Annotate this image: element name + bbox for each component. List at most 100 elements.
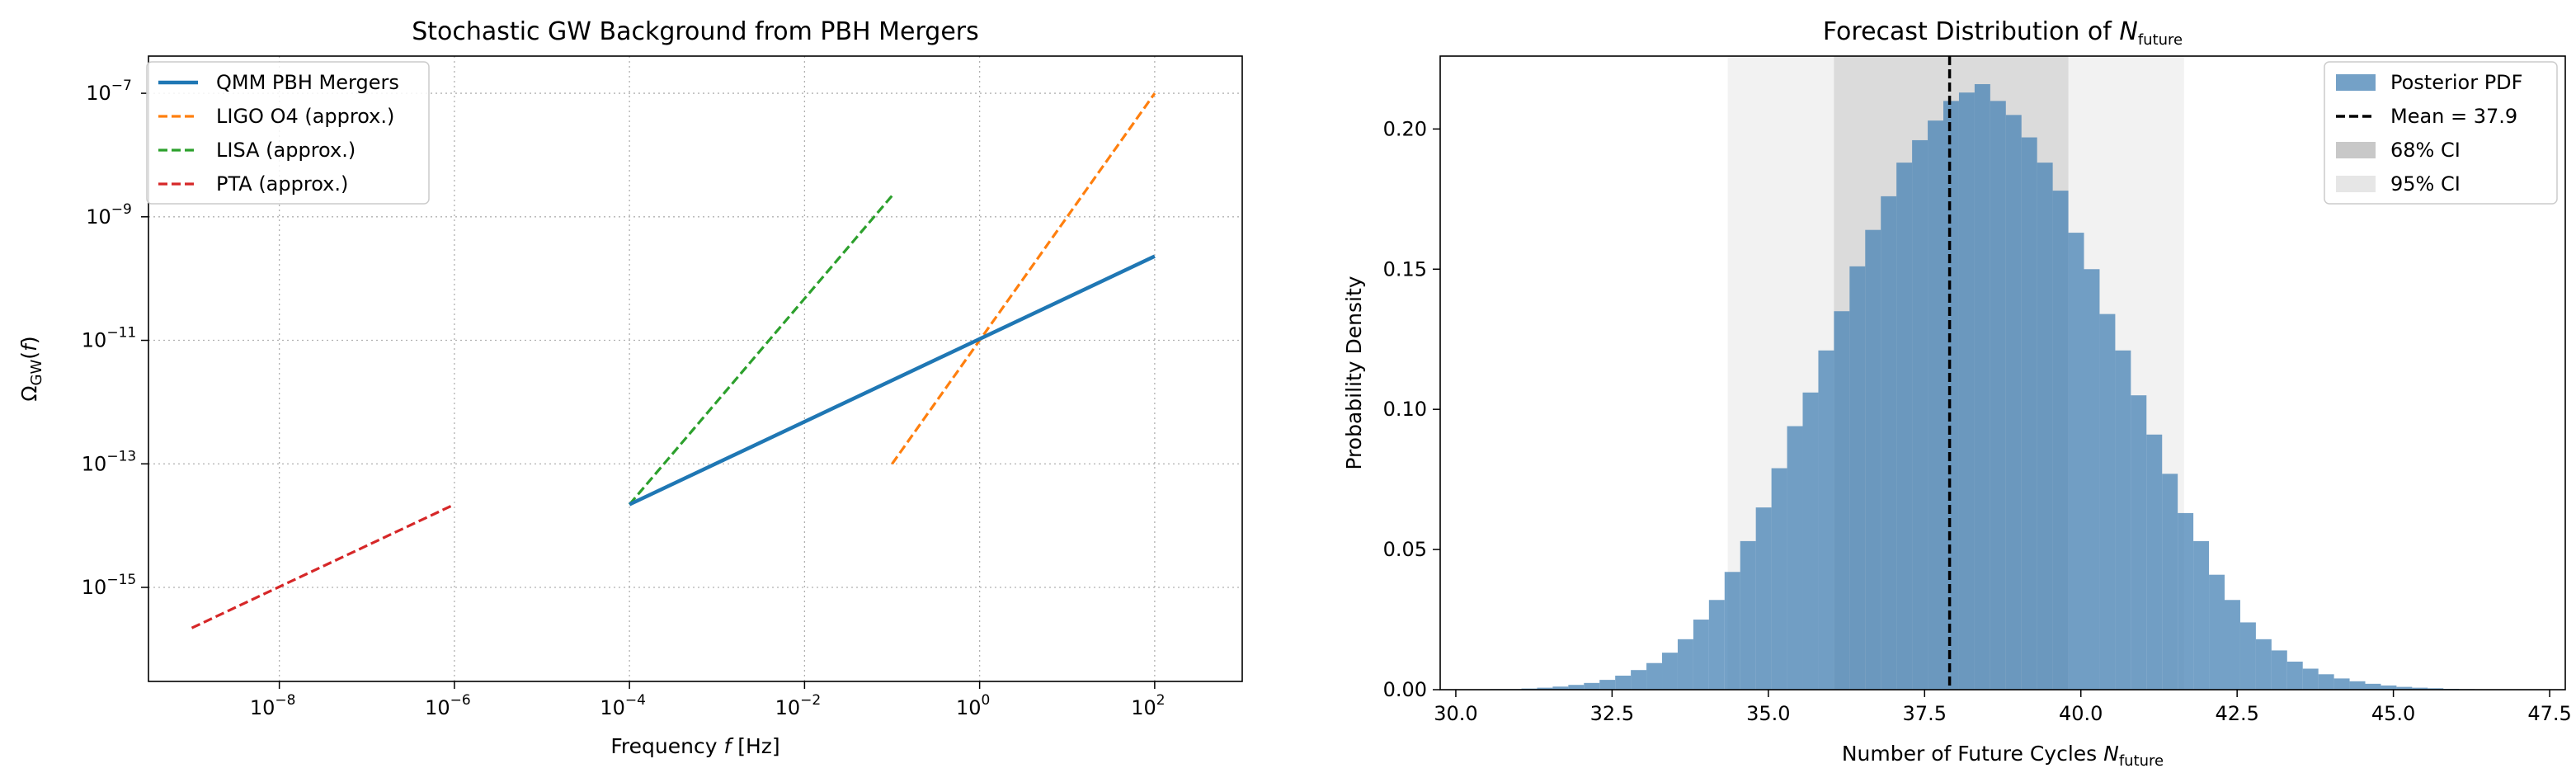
gw-legend-label: QMM PBH Mergers	[216, 71, 399, 94]
gw-series-line	[891, 92, 1156, 465]
gw-title: Stochastic GW Background from PBH Merger…	[412, 17, 979, 46]
histogram-bar	[2302, 668, 2319, 690]
forecast-legend-swatch	[2336, 142, 2376, 158]
gw-y-ticks: 10−15 10−13 10−11 10−9 10−7	[82, 78, 148, 599]
histogram-bar	[1958, 92, 1975, 691]
gw-series	[191, 92, 1156, 629]
gw-series-line	[191, 503, 455, 629]
histogram-bar	[1834, 311, 1850, 690]
forecast-y-label: Probability Density	[1342, 276, 1366, 469]
histogram-bar	[2428, 688, 2444, 690]
gw-x-tick-label: 100	[956, 692, 990, 719]
histogram-bar	[2052, 191, 2069, 690]
gw-x-tick-label: 10−2	[775, 692, 822, 719]
histogram-bar	[1568, 685, 1585, 690]
histogram-bar	[2349, 681, 2366, 690]
forecast-y-tick-label: 0.20	[1383, 117, 1427, 140]
forecast-x-tick-label: 40.0	[2059, 702, 2103, 725]
forecast-y-ticks: 0.00 0.05 0.10 0.15 0.20	[1383, 117, 1440, 701]
histogram-bar	[1990, 101, 2006, 691]
histogram-bar	[1662, 653, 1678, 690]
histogram-bar	[2209, 574, 2225, 690]
histogram-bar	[1787, 426, 1803, 690]
histogram-bar	[2255, 639, 2272, 690]
gw-legend-label: LIGO O4 (approx.)	[216, 105, 394, 128]
gw-x-tick-label: 10−4	[600, 692, 646, 719]
histogram-bar	[2021, 137, 2037, 691]
histogram-bar	[2005, 115, 2022, 691]
histogram-bar	[1865, 229, 1881, 690]
forecast-x-ticks: 30.0 32.5 35.0 37.5 40.0 42.5 45.0 47.5	[1434, 690, 2572, 725]
histogram-bar	[1802, 392, 1819, 690]
histogram-bar	[2068, 233, 2084, 691]
gw-y-label: ΩGW(f)	[17, 336, 45, 401]
gw-legend-box	[146, 61, 430, 205]
forecast-chart: 30.0 32.5 35.0 37.5 40.0 42.5 45.0 47.5 0.000.0…	[1342, 17, 2572, 770]
gw-series-line	[629, 254, 1156, 507]
gw-legend-label: PTA (approx.)	[216, 172, 348, 196]
gw-y-tick-label: 10−9	[86, 201, 132, 229]
forecast-x-tick-label: 37.5	[1903, 702, 1947, 725]
forecast-x-tick-label: 30.0	[1434, 702, 1477, 725]
forecast-legend-box	[2324, 61, 2558, 205]
histogram-bar	[2318, 674, 2334, 690]
forecast-legend-label: Mean = 37.9	[2390, 105, 2517, 128]
histogram-bar	[2286, 662, 2303, 690]
gw-x-label: Frequency f [Hz]	[610, 734, 779, 758]
gw-x-tick-label: 10−6	[425, 692, 471, 719]
histogram-bar	[2178, 512, 2194, 690]
histogram-bar	[1599, 680, 1616, 690]
gw-legend: QMM PBH Mergers LIGO O4 (approx.) LISA (ap…	[146, 61, 430, 205]
histogram-bar	[1740, 540, 1756, 690]
forecast-axes-frame	[1439, 55, 2566, 691]
gw-x-tick-label: 10−8	[250, 692, 296, 719]
forecast-x-tick-label: 47.5	[2527, 702, 2571, 725]
histogram-bar	[1584, 682, 1600, 690]
histogram-bar	[2365, 683, 2381, 690]
histogram-bar	[1755, 507, 1772, 690]
histogram-bar	[1677, 639, 1693, 690]
forecast-x-tick-label: 35.0	[1746, 702, 1790, 725]
histogram-bar	[1537, 687, 1553, 690]
histogram-bar	[2239, 622, 2256, 690]
forecast-x-tick-label: 32.5	[1590, 702, 1634, 725]
histogram-bar	[2193, 540, 2210, 690]
histogram-bar	[1631, 670, 1647, 690]
gw-axes-frame	[148, 55, 1243, 682]
histogram-bar	[1849, 266, 1866, 690]
gw-series-line	[628, 195, 893, 506]
histogram-bar	[2084, 269, 2100, 690]
forecast-x-tick-label: 45.0	[2371, 702, 2415, 725]
gw-grid	[148, 56, 1242, 681]
gw-y-tick-label: 10−13	[82, 448, 136, 475]
histogram-bar	[2162, 474, 2178, 690]
forecast-title: Forecast Distribution of Nfuture	[1823, 17, 2183, 49]
histogram-bar	[1928, 120, 1944, 690]
histogram-bar	[1552, 686, 1569, 690]
forecast-histogram	[1490, 83, 2507, 691]
forecast-legend: Posterior PDF Mean = 37.9 68% CI 95% CI	[2324, 61, 2558, 205]
gw-x-ticks: 10−8 10−6 10−4 10−2 100 102	[250, 681, 1166, 719]
histogram-bar	[2099, 313, 2116, 690]
histogram-bar	[1724, 572, 1740, 690]
forecast-x-label: Number of Future Cycles Nfuture	[1842, 742, 2164, 770]
forecast-legend-label: Posterior PDF	[2390, 71, 2522, 94]
histogram-bar	[1818, 350, 1834, 690]
histogram-bar	[2131, 395, 2147, 690]
gw-chart: 10−8 10−6 10−4 10−2 100 102 10−1510−1310−1110…	[17, 17, 1243, 758]
histogram-bar	[1708, 600, 1725, 690]
histogram-bar	[1943, 101, 1959, 691]
forecast-y-tick-label: 0.00	[1383, 678, 1427, 701]
histogram-bar	[2333, 678, 2350, 690]
forecast-legend-label: 68% CI	[2390, 139, 2461, 162]
gw-legend-label: LISA (approx.)	[216, 139, 356, 162]
histogram-bar	[1881, 196, 1897, 690]
histogram-bar	[1771, 468, 1787, 690]
histogram-bar	[1615, 676, 1632, 690]
forecast-y-tick-label: 0.15	[1383, 257, 1427, 280]
gw-y-tick-label: 10−7	[86, 78, 132, 105]
histogram-bar	[2396, 686, 2413, 690]
forecast-legend-label: 95% CI	[2390, 172, 2461, 196]
histogram-bar	[2271, 650, 2287, 690]
